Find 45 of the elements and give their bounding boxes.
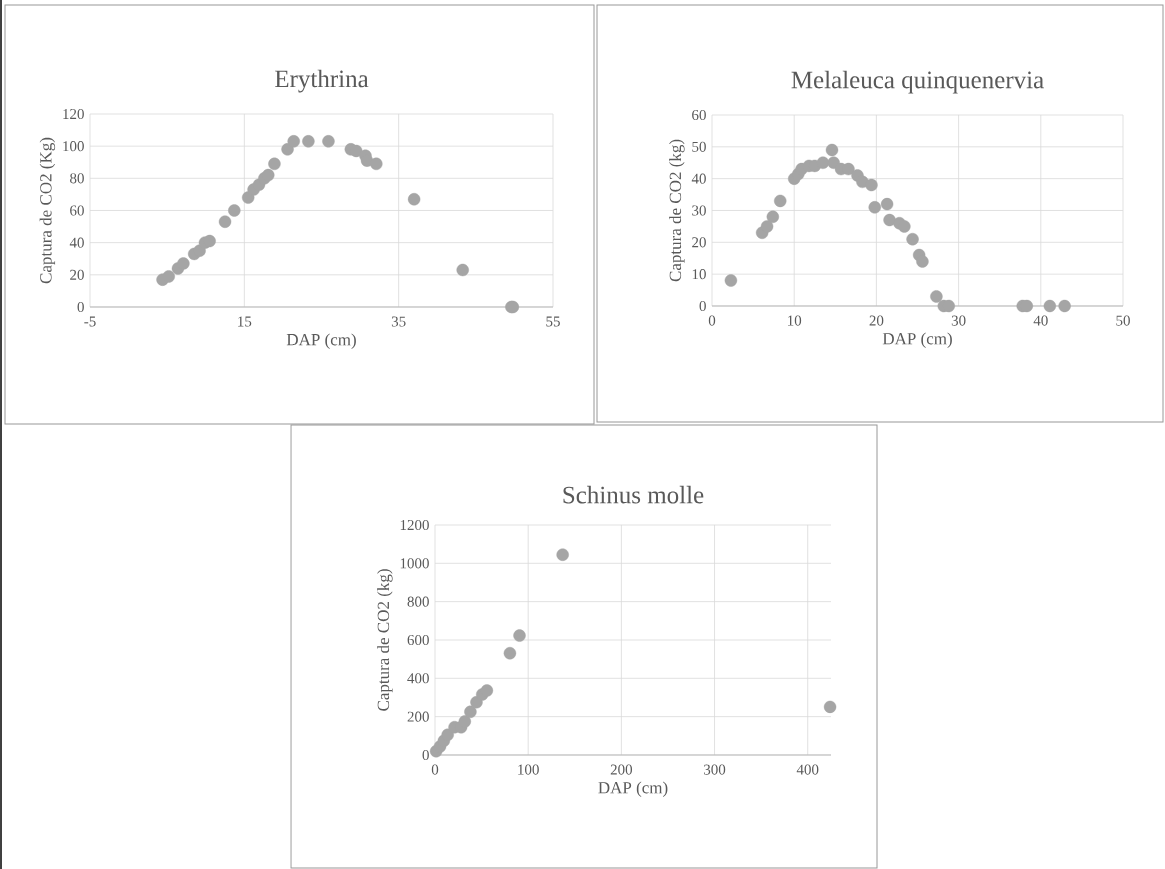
x-tick-label: 50 bbox=[1116, 315, 1130, 326]
y-tick-label: 800 bbox=[407, 596, 429, 607]
y-axis-title: Captura de CO2 (kg) bbox=[669, 139, 685, 282]
x-tick-label: -5 bbox=[84, 316, 96, 327]
x-tick-label: 35 bbox=[391, 316, 406, 327]
y-axis-title: Captura de CO2 (Kg) bbox=[39, 137, 56, 284]
x-axis-title: DAP (cm) bbox=[598, 781, 668, 797]
y-tick-label: 200 bbox=[407, 711, 429, 722]
y-tick-label: 120 bbox=[63, 108, 84, 120]
x-axis-title: DAP (cm) bbox=[882, 332, 952, 348]
chart-title: Melaleuca quinquenervia bbox=[791, 70, 1044, 94]
x-tick-label: 100 bbox=[518, 764, 539, 775]
chart-title: Schinus molle bbox=[563, 485, 704, 504]
x-tick-label: 0 bbox=[708, 315, 716, 326]
y-tick-label: 50 bbox=[692, 141, 706, 152]
y-tick-label: 600 bbox=[407, 634, 429, 646]
y-tick-label: 1000 bbox=[400, 558, 429, 569]
y-tick-label: 400 bbox=[407, 673, 429, 684]
y-tick-label: 1200 bbox=[400, 519, 429, 531]
y-tick-label: 30 bbox=[692, 205, 706, 216]
y-tick-label: 40 bbox=[69, 237, 84, 248]
y-tick-label: 80 bbox=[70, 173, 84, 184]
y-axis-title: Captura de CO2 (kg) bbox=[377, 569, 393, 711]
y-tick-label: 20 bbox=[692, 237, 706, 248]
y-tick-label: 0 bbox=[699, 300, 706, 312]
x-tick-label: 200 bbox=[610, 764, 633, 775]
y-tick-label: 40 bbox=[691, 173, 706, 184]
y-tick-label: 10 bbox=[692, 269, 706, 280]
y-tick-label: 20 bbox=[70, 269, 84, 280]
x-tick-label: 10 bbox=[788, 315, 802, 326]
x-tick-label: 400 bbox=[796, 764, 819, 775]
y-tick-label: 0 bbox=[77, 301, 84, 313]
x-axis-title: DAP (cm) bbox=[286, 333, 356, 349]
y-tick-label: 60 bbox=[70, 205, 84, 216]
chart-title: Erythrina bbox=[275, 69, 369, 93]
x-tick-label: 300 bbox=[704, 764, 726, 775]
x-tick-label: 30 bbox=[951, 315, 966, 326]
x-tick-label: 40 bbox=[1033, 315, 1048, 326]
y-tick-label: 100 bbox=[63, 141, 84, 152]
x-tick-label: 0 bbox=[431, 764, 439, 775]
y-tick-label: 60 bbox=[692, 109, 706, 121]
x-tick-label: 15 bbox=[238, 316, 252, 327]
x-tick-label: 55 bbox=[546, 316, 560, 327]
x-tick-label: 20 bbox=[869, 315, 884, 326]
y-tick-label: 0 bbox=[422, 749, 429, 761]
